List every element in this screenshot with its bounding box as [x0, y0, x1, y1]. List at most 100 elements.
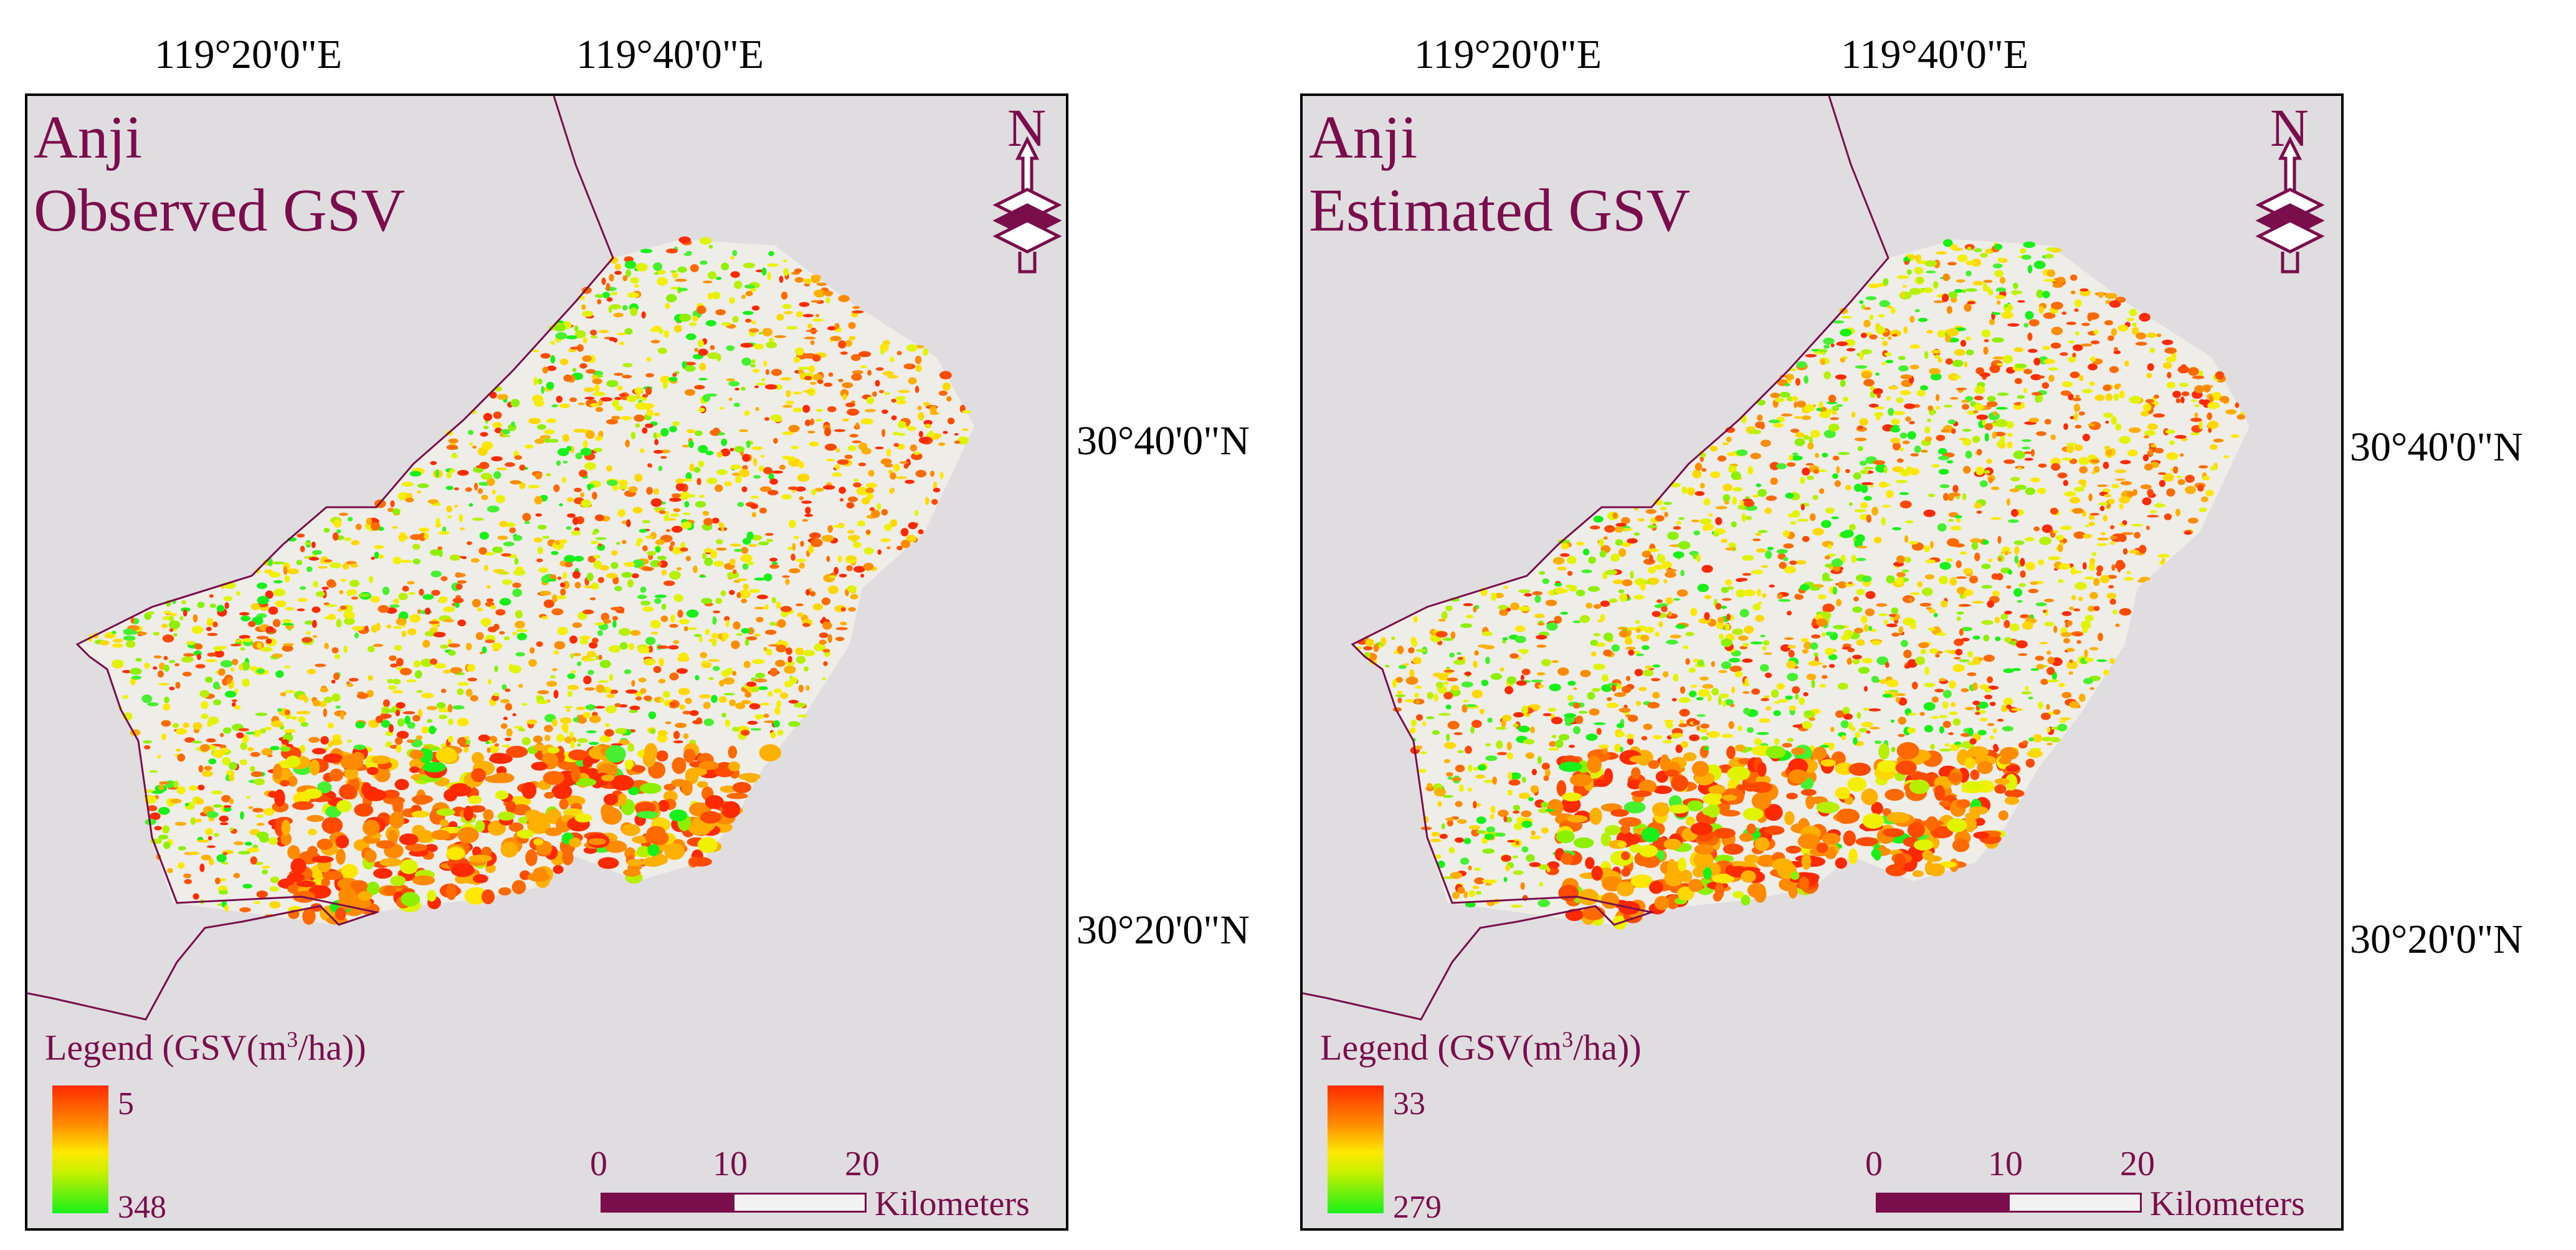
gsv-cell [1528, 797, 1534, 801]
gsv-cell [653, 507, 666, 511]
gsv-cell [669, 672, 679, 680]
gsv-cell [680, 491, 690, 500]
gsv-cell [634, 414, 645, 422]
gsv-cell [2079, 375, 2084, 381]
gsv-cell [2003, 668, 2015, 674]
gsv-cell [1721, 638, 1732, 647]
gsv-cell [1864, 307, 1871, 310]
gsv-cell [614, 270, 622, 275]
gsv-cell [1604, 525, 1615, 533]
gsv-cell [363, 786, 379, 798]
gsv-cell [256, 823, 265, 826]
gsv-cell [705, 629, 710, 635]
gsv-cell [1962, 289, 1966, 293]
gsv-cell [637, 594, 647, 599]
gsv-cell [572, 368, 577, 373]
gsv-cell [2093, 465, 2100, 473]
gsv-cell [1585, 733, 1598, 741]
gsv-cell [1518, 589, 1531, 593]
gsv-cell [553, 650, 559, 655]
gsv-cell [446, 847, 465, 861]
gsv-cell [1461, 704, 1468, 713]
gsv-cell [906, 426, 916, 431]
gsv-cell [2007, 432, 2013, 437]
gsv-cell [2074, 299, 2082, 307]
gsv-cell [559, 582, 566, 588]
gsv-cell [350, 563, 359, 568]
gsv-cell [738, 589, 751, 599]
gsv-cell [1721, 733, 1734, 738]
gsv-cell [736, 592, 741, 598]
gsv-cell [2147, 423, 2158, 430]
gsv-cell [618, 486, 628, 490]
gsv-cell [1976, 449, 1982, 456]
gsv-cell [730, 255, 734, 260]
gsv-cell [939, 371, 952, 379]
gsv-cell [546, 418, 557, 423]
gsv-cell [860, 418, 873, 425]
gsv-cell [671, 779, 688, 787]
gsv-cell [729, 558, 736, 566]
gsv-cell [863, 547, 874, 555]
gsv-cell [1395, 694, 1406, 697]
gsv-cell [642, 394, 649, 398]
gsv-cell [1691, 519, 1700, 523]
gsv-cell [2003, 619, 2010, 629]
gsv-cell [1883, 465, 1888, 474]
gsv-cell [467, 541, 472, 545]
gsv-cell [1685, 632, 1694, 636]
gsv-cell [660, 375, 670, 384]
gsv-cell [175, 682, 181, 689]
gsv-cell [572, 571, 581, 579]
gsv-cell [1576, 589, 1585, 596]
gsv-cell [1896, 275, 1909, 279]
scale-bar-dark [601, 1193, 734, 1213]
gsv-cell [624, 561, 635, 567]
gsv-cell [648, 463, 653, 468]
gsv-cell [601, 775, 614, 781]
gsv-cell [1495, 727, 1507, 730]
gsv-cell [625, 689, 638, 694]
gsv-cell [1949, 680, 1956, 689]
gsv-cell [480, 618, 492, 627]
gsv-cell [123, 636, 136, 641]
gsv-cell [1923, 509, 1936, 517]
gsv-cell [713, 560, 725, 567]
gsv-cell [272, 653, 283, 658]
gsv-cell [2110, 541, 2115, 545]
gsv-cell [725, 719, 731, 727]
gsv-cell [694, 348, 699, 352]
gsv-cell [2116, 560, 2124, 566]
gsv-cell [2014, 555, 2018, 564]
gsv-cell [1792, 452, 1799, 456]
gsv-cell [905, 479, 915, 484]
gsv-cell [915, 470, 927, 478]
gsv-cell [597, 630, 603, 636]
gsv-cell [1936, 434, 1946, 441]
gsv-cell [731, 472, 741, 476]
gsv-cell [824, 443, 837, 451]
gsv-cell [1671, 775, 1689, 792]
gsv-cell [1490, 814, 1495, 819]
gsv-cell [1841, 315, 1852, 319]
gsv-cell [188, 851, 200, 856]
gsv-cell [720, 785, 736, 793]
gsv-cell [242, 678, 250, 687]
gsv-cell [296, 560, 303, 566]
gsv-cell [745, 318, 752, 323]
gsv-cell [541, 386, 545, 394]
gsv-cell [1439, 834, 1448, 839]
gsv-cell [1987, 723, 1995, 727]
gsv-cell [689, 710, 699, 716]
gsv-cell [1472, 885, 1480, 889]
gsv-cell [280, 780, 290, 787]
gsv-cell [1964, 757, 1976, 769]
gsv-cell [240, 662, 250, 671]
lon-label-2: 119°40'0"E [576, 32, 764, 77]
gsv-cell [664, 843, 685, 860]
gsv-cell [2099, 575, 2110, 584]
gsv-cell [827, 634, 833, 643]
gsv-cell [802, 519, 809, 522]
gsv-cell [1856, 639, 1865, 646]
gsv-cell [1549, 741, 1557, 747]
